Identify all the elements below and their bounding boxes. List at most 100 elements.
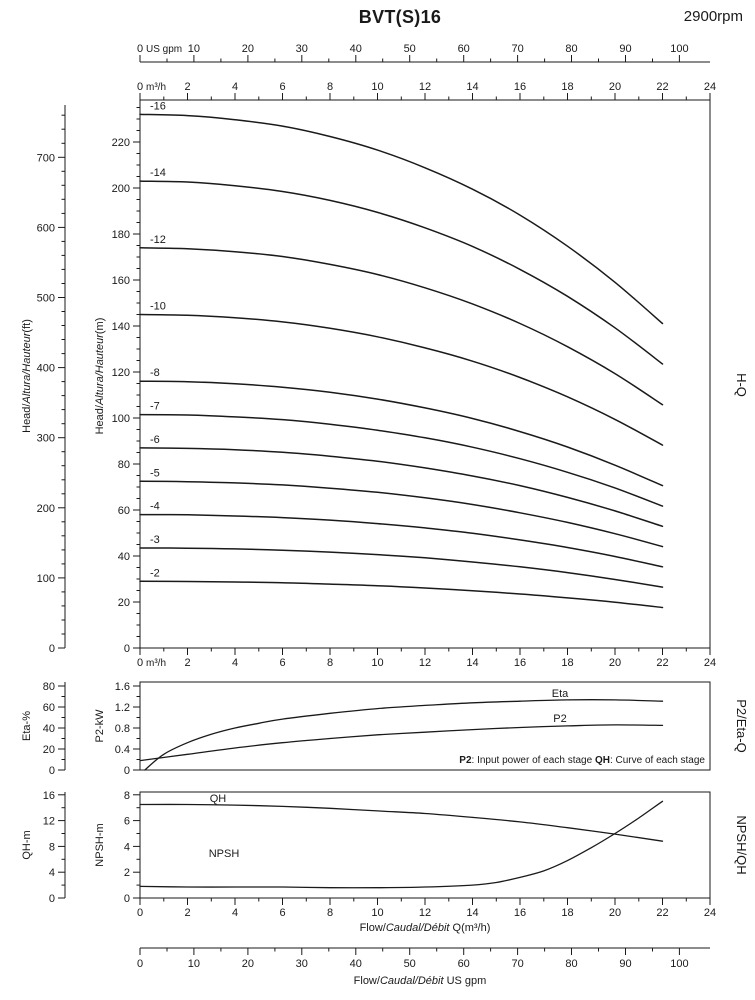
rpm-label: 2900rpm <box>683 8 743 25</box>
hq-curve-label: -6 <box>150 434 160 446</box>
top-gpm-tick-label: 70 <box>511 43 523 55</box>
top-gpm-tick-label: 90 <box>619 43 631 55</box>
head-ft-tick-label: 700 <box>37 152 55 164</box>
head-ft-tick-label: 0 <box>49 643 55 655</box>
bottom-gpm-tick-label: 60 <box>458 958 470 970</box>
eta-tick-label: 80 <box>43 681 55 693</box>
head-ft-tick-label: 500 <box>37 293 55 305</box>
npshqh-plot-frame <box>139 791 711 899</box>
hq-curve-label: -12 <box>150 234 166 246</box>
hq-curve-6 <box>139 447 664 528</box>
qh-tick-label: 12 <box>43 816 55 828</box>
top-gpm-tick-label: 50 <box>404 43 416 55</box>
main-bottom-m3h-tick-label: 12 <box>419 657 431 669</box>
flow-m3h-tick-label: 22 <box>656 907 668 919</box>
head-m-tick-label: 40 <box>118 551 130 563</box>
p2-axis-title: P2-kW <box>94 709 106 743</box>
hq-curve-label: -4 <box>150 501 160 513</box>
qh-tick-label: 16 <box>43 790 55 802</box>
qh-tick-label: 4 <box>49 867 55 879</box>
eta-tick-label: 60 <box>43 702 55 714</box>
main-bottom-m3h-tick-label: 20 <box>609 657 621 669</box>
bottom-gpm-tick-label: 80 <box>565 958 577 970</box>
chart-title: BVT(S)16 <box>358 7 442 27</box>
flow-m3h-tick-label: 8 <box>327 907 333 919</box>
eta-tick-label: 20 <box>43 744 55 756</box>
top-gpm-unit-label: US gpm <box>146 44 182 55</box>
qh-tick-label: 8 <box>49 841 55 853</box>
head-m-tick-label: 100 <box>112 413 130 425</box>
bottom-gpm-tick-label: 90 <box>619 958 631 970</box>
head-m-tick-label: 140 <box>112 321 130 333</box>
p2-tick-label: 0.8 <box>115 723 130 735</box>
top-gpm-tick-label: 10 <box>188 43 200 55</box>
head-ft-tick-label: 100 <box>37 573 55 585</box>
flow-m3h-tick-label: 12 <box>419 907 431 919</box>
top-m3h-tick-label: 18 <box>561 81 573 93</box>
head-m-tick-label: 120 <box>112 367 130 379</box>
top-gpm-tick-label: 0 <box>137 43 143 55</box>
main-bottom-m3h-tick-label: 24 <box>704 657 716 669</box>
bottom-gpm-tick-label: 70 <box>511 958 523 970</box>
bottom-gpm-tick-label: 30 <box>296 958 308 970</box>
top-m3h-tick-label: 12 <box>419 81 431 93</box>
hq-curve-14 <box>139 180 664 365</box>
npsh-tick-label: 6 <box>124 816 130 828</box>
top-gpm-tick-label: 80 <box>565 43 577 55</box>
bottom-gpm-tick-label: 50 <box>404 958 416 970</box>
top-m3h-tick-label: 10 <box>371 81 383 93</box>
head-m-tick-label: 220 <box>112 137 130 149</box>
main-bottom-m3h-tick-label: 16 <box>514 657 526 669</box>
flow-m3h-tick-label: 16 <box>514 907 526 919</box>
top-m3h-tick-label: 0 <box>137 81 143 93</box>
bottom-gpm-tick-label: 20 <box>242 958 254 970</box>
npshqh-right-title: NPSH/QH <box>734 815 749 874</box>
npsh-tick-label: 0 <box>124 893 130 905</box>
main-bottom-m3h-tick-label: 8 <box>327 657 333 669</box>
hq-right-title: H-Q <box>734 373 749 397</box>
top-gpm-tick-label: 60 <box>458 43 470 55</box>
top-gpm-tick-label: 20 <box>242 43 254 55</box>
flow-m3h-tick-label: 20 <box>609 907 621 919</box>
flow-m3h-tick-label: 2 <box>184 907 190 919</box>
main-bottom-m3h-tick-label: 4 <box>232 657 238 669</box>
flow-m3h-tick-label: 4 <box>232 907 238 919</box>
p2eta-right-title: P2/Eta-Q <box>734 699 749 752</box>
p2-tick-label: 0 <box>124 765 130 777</box>
qh-tick-label: 0 <box>49 893 55 905</box>
hq-curve-label: -5 <box>150 467 160 479</box>
flow-m3h-tick-label: 6 <box>279 907 285 919</box>
main-bottom-m3h-tick-label: 14 <box>466 657 478 669</box>
bottom-gpm-tick-label: 0 <box>137 958 143 970</box>
p2-curve-label: P2 <box>553 713 566 725</box>
head-m-tick-label: 200 <box>112 183 130 195</box>
head-m-tick-label: 160 <box>112 275 130 287</box>
flow-m3h-tick-label: 0 <box>137 907 143 919</box>
hq-curve-8 <box>139 380 664 487</box>
hq-curve-5 <box>139 480 664 548</box>
head-m-tick-label: 80 <box>118 459 130 471</box>
top-m3h-tick-label: 4 <box>232 81 238 93</box>
qh-curve-label: QH <box>210 793 227 805</box>
p2-tick-label: 1.6 <box>115 681 130 693</box>
eta-tick-label: 40 <box>43 723 55 735</box>
hq-curve-7 <box>139 413 664 507</box>
head-ft-tick-label: 400 <box>37 363 55 375</box>
eta-axis-title: Eta-% <box>21 711 33 741</box>
top-gpm-tick-label: 100 <box>670 43 688 55</box>
top-m3h-tick-label: 20 <box>609 81 621 93</box>
flow-m3h-tick-label: 24 <box>704 907 716 919</box>
main-bottom-m3h-tick-label: 18 <box>561 657 573 669</box>
hq-curve-4 <box>139 513 664 568</box>
p2-tick-label: 0.4 <box>115 744 130 756</box>
hq-curve-3 <box>139 547 664 588</box>
eta-tick-label: 0 <box>49 765 55 777</box>
hq-curve-label: -8 <box>150 367 160 379</box>
npsh-tick-label: 8 <box>124 790 130 802</box>
main-bottom-m3h-unit-label: m³/h <box>146 658 166 669</box>
hq-curve-label: -10 <box>150 301 166 313</box>
top-m3h-tick-label: 8 <box>327 81 333 93</box>
main-bottom-m3h-tick-label: 10 <box>371 657 383 669</box>
